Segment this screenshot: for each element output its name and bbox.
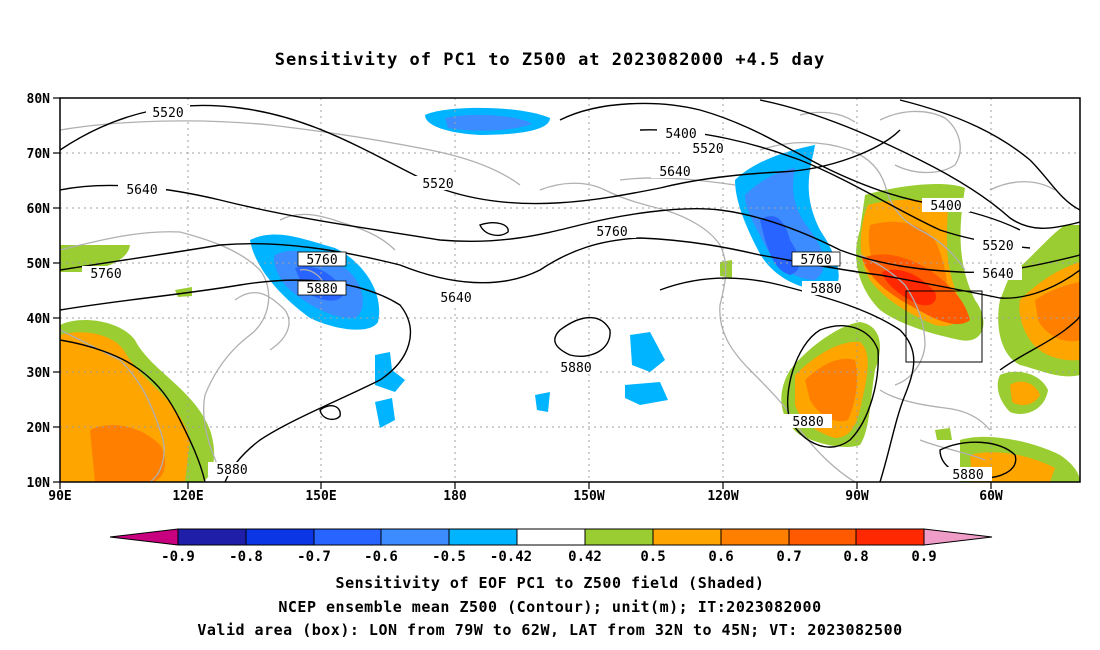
lon-label: 90E xyxy=(48,489,71,504)
contour-label: 5880 xyxy=(952,468,983,483)
colorbar-segment xyxy=(449,529,517,545)
lat-label: 30N xyxy=(27,366,51,381)
caption-shading: Sensitivity of EOF PC1 to Z500 field (Sh… xyxy=(335,574,765,592)
lon-label: 120E xyxy=(172,489,203,504)
lon-label: 180 xyxy=(443,489,467,504)
contour-label: 5880 xyxy=(216,463,247,478)
contour-label: 5400 xyxy=(930,199,961,214)
contour-label: 5880 xyxy=(560,361,591,376)
lat-label: 80N xyxy=(27,92,51,107)
lon-label: 90W xyxy=(845,489,869,504)
colorbar-label: -0.7 xyxy=(297,549,331,565)
colorbar-label: -0.9 xyxy=(161,549,195,565)
colorbar-label: 0.6 xyxy=(708,549,733,565)
lat-label: 20N xyxy=(27,421,51,436)
longitude-labels: 90E 120E 150E 180 150W 120W 90W 60W xyxy=(48,489,1003,504)
colorbar-segment xyxy=(856,529,924,545)
colorbar-segment xyxy=(314,529,381,545)
contour-label: 5880 xyxy=(810,282,841,297)
contour-label: 5400 xyxy=(665,127,696,142)
caption-valid-area: Valid area (box): LON from 79W to 62W, L… xyxy=(197,621,903,639)
colorbar-segment xyxy=(381,529,449,545)
lat-label: 60N xyxy=(27,202,51,217)
axis-ticks xyxy=(53,97,992,489)
lat-label: 50N xyxy=(27,257,51,272)
lat-label: 10N xyxy=(27,476,51,491)
sensitivity-shading xyxy=(60,107,1080,482)
contour-label: 5760 xyxy=(306,253,337,268)
contour-label: 5880 xyxy=(306,282,337,297)
colorbar-segment xyxy=(246,529,314,545)
valid-area-box xyxy=(905,290,983,363)
contour-label: 5760 xyxy=(596,225,627,240)
lon-label: 150E xyxy=(305,489,336,504)
contour-label: 5640 xyxy=(126,183,157,198)
colorbar-label: -0.6 xyxy=(364,549,398,565)
colorbar-label: -0.8 xyxy=(229,549,263,565)
colorbar-label: -0.5 xyxy=(432,549,466,565)
colorbar-segment xyxy=(924,529,992,545)
contour-label: 5520 xyxy=(982,239,1013,254)
colorbar-label: -0.42 xyxy=(490,549,532,565)
colorbar-label: 0.5 xyxy=(640,549,665,565)
latitude-labels: 80N 70N 60N 50N 40N 30N 20N 10N xyxy=(27,92,51,491)
contour-label: 5760 xyxy=(90,267,121,282)
lat-label: 40N xyxy=(27,312,51,327)
lon-label: 60W xyxy=(979,489,1003,504)
contour-label: 5520 xyxy=(152,106,183,121)
caption-contour: NCEP ensemble mean Z500 (Contour); unit(… xyxy=(278,598,822,616)
lon-label: 120W xyxy=(707,489,738,504)
map-title: Sensitivity of PC1 to Z500 at 2023082000… xyxy=(274,50,826,70)
colorbar-label: 0.7 xyxy=(776,549,801,565)
colorbar-segment xyxy=(721,529,789,545)
plot-frame xyxy=(59,97,1081,483)
contour-label: 5640 xyxy=(440,291,471,306)
colorbar-segment xyxy=(110,529,178,545)
contour-label: 5640 xyxy=(982,267,1013,282)
colorbar-label: 0.42 xyxy=(568,549,602,565)
contour-labels: 5520 5400 5520 5640 5520 5640 5760 5400 … xyxy=(82,105,1022,483)
colorbar: -0.9 -0.8 -0.7 -0.6 -0.5 -0.42 0.42 0.5 … xyxy=(109,528,993,565)
colorbar-segment xyxy=(517,529,585,545)
colorbar-segment xyxy=(789,529,856,545)
contour-label: 5760 xyxy=(800,253,831,268)
colorbar-label: 0.8 xyxy=(843,549,868,565)
contour-label: 5520 xyxy=(692,142,723,157)
colorbar-segment xyxy=(653,529,721,545)
contour-label: 5640 xyxy=(659,165,690,180)
colorbar-segment xyxy=(178,529,246,545)
lat-label: 70N xyxy=(27,147,51,162)
contour-label: 5880 xyxy=(792,415,823,430)
colorbar-segment xyxy=(585,529,653,545)
colorbar-label: 0.9 xyxy=(911,549,936,565)
lon-label: 150W xyxy=(573,489,604,504)
contour-label: 5520 xyxy=(422,177,453,192)
